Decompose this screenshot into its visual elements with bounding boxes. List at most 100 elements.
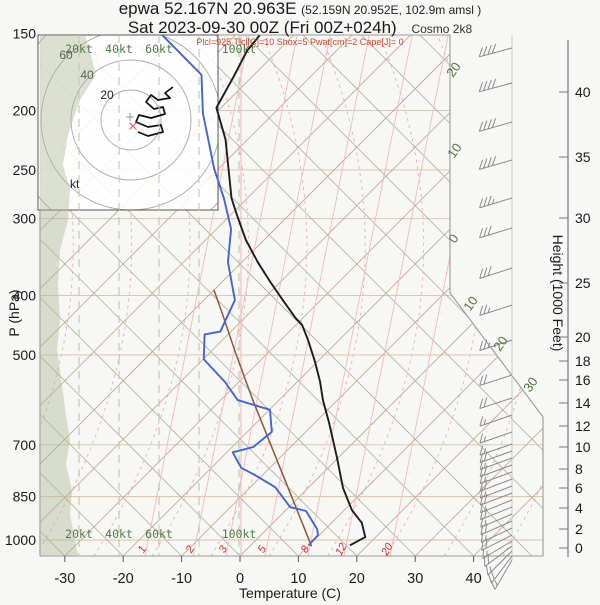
height-tick-label: 12	[575, 418, 591, 434]
wind-barb	[478, 118, 513, 132]
pressure-tick-label: 500	[13, 347, 37, 363]
height-tick-label: 2	[575, 521, 583, 537]
height-tick-label: 30	[575, 210, 591, 226]
wind-barb	[479, 471, 513, 485]
height-tick-label: 40	[575, 84, 591, 100]
moist-adiabat-line	[210, 35, 308, 556]
moist-adiabat-line	[40, 35, 133, 556]
wind-barb	[478, 78, 513, 93]
isotherm-line	[298, 35, 543, 556]
temperature-tick-label: -30	[54, 571, 75, 587]
station-detail: (52.159N 20.952E, 102.9m amsl )	[301, 3, 482, 17]
temperature-tick-label: 40	[466, 571, 482, 587]
dry-adiabat-line	[40, 35, 182, 556]
mixing-ratio-line	[343, 35, 449, 556]
height-tick-label: 14	[575, 395, 591, 411]
model-label: Cosmo 2k8	[411, 22, 473, 36]
isotherm-line	[40, 35, 411, 556]
pressure-tick-label: 400	[13, 287, 37, 303]
temperature-tick-label: -20	[113, 571, 134, 587]
kt-label: 40kt	[105, 527, 133, 541]
pressure-tick-label: 150	[13, 26, 37, 42]
pressure-tick-label: 200	[13, 102, 37, 118]
dry-adiabat-line	[185, 35, 543, 556]
wind-barb	[478, 156, 513, 170]
wind-barb	[479, 304, 513, 316]
pressure-tick-label: 850	[13, 489, 37, 505]
hodograph-inset: 204060kt	[37, 34, 219, 211]
plot-border	[39, 34, 544, 557]
title-block: epwa 52.167N 20.963E (52.159N 20.952E, 1…	[0, 0, 600, 47]
wind-barb	[479, 431, 513, 444]
pressure-tick-label: 1000	[5, 532, 36, 548]
height-tick-label: 25	[575, 275, 591, 291]
temperature-tick-label: 0	[236, 571, 244, 587]
kt-label: 60kt	[145, 42, 173, 56]
wind-barb	[479, 397, 513, 409]
hodograph-border	[37, 34, 219, 211]
hodograph-trace	[135, 86, 174, 137]
isotherm-line	[40, 35, 470, 556]
title-line-2: Sat 2023-09-30 00Z (Fri 00Z+024h) Cosmo …	[0, 19, 600, 38]
moist-adiabat-line	[327, 35, 425, 556]
parameters-line: Plcl=925 Tlcl[C]=10 Shox=5 Pwat[cm]=2 Ca…	[196, 37, 404, 47]
wind-barb	[484, 545, 513, 567]
wind-barb	[479, 450, 513, 464]
temperature-tick-label: 10	[290, 571, 306, 587]
hodograph-background	[38, 35, 218, 210]
kt-label: 100kt	[222, 42, 257, 56]
dry-adiabat-line	[40, 35, 416, 556]
wind-barb	[479, 464, 513, 478]
wind-speed-band	[40, 35, 96, 556]
moist-adiabat-line	[385, 35, 483, 556]
dry-adiabat-line	[361, 35, 543, 556]
title-line-1: epwa 52.167N 20.963E (52.159N 20.952E, 1…	[0, 0, 600, 19]
isotherm-line	[40, 35, 528, 556]
pressure-tick-label: 700	[13, 437, 37, 453]
height-tick-label: 35	[575, 149, 591, 165]
kt-label: 60kt	[145, 527, 173, 541]
temperature-tick-label: 20	[349, 571, 365, 587]
wind-barb	[479, 443, 513, 456]
height-tick-label: 20	[575, 329, 591, 345]
wind-barb	[479, 414, 513, 427]
dry-adiabat-line	[40, 35, 358, 556]
wind-barb	[490, 559, 513, 590]
temperature-axis-title: Temperature (C)	[239, 585, 341, 601]
isotherm-line	[414, 35, 543, 556]
temperature-line	[215, 34, 367, 547]
parcel-line	[213, 289, 313, 547]
kt-label: 20kt	[65, 42, 93, 56]
wind-barb	[480, 527, 513, 543]
wind-barb	[479, 457, 513, 471]
wind-barb	[479, 492, 513, 506]
pressure-tick-label: 250	[13, 162, 37, 178]
mixing-ratio-label: 12	[333, 541, 350, 558]
moist-adiabat-line	[93, 35, 191, 556]
wind-barb	[479, 478, 513, 492]
height-tick-label: 6	[575, 480, 583, 496]
hodograph-storm-marker	[129, 122, 137, 130]
wind-barb	[479, 339, 513, 351]
kt-label: 20kt	[65, 527, 93, 541]
isotherm-edge-label: 20	[443, 59, 464, 79]
wind-barb	[479, 225, 513, 239]
dry-adiabat-line	[40, 35, 299, 556]
wind-speed-overlay	[40, 35, 240, 556]
dry-adiabat-line	[40, 35, 241, 556]
mixing-ratio-line	[264, 35, 370, 556]
dewpoint-line	[161, 34, 320, 546]
mixing-ratio-line	[192, 35, 298, 556]
wind-barb	[479, 195, 513, 209]
hodograph-ring-label: 20	[100, 88, 114, 102]
wind-barb	[480, 506, 513, 521]
hodograph-unit-label: kt	[70, 177, 80, 191]
height-tick-label: 8	[575, 461, 583, 477]
height-tick-label: 0	[575, 540, 583, 556]
temperature-tick-label: 30	[407, 571, 423, 587]
wind-barb	[480, 513, 513, 528]
moist-adiabat-line	[268, 35, 366, 556]
kt-label: 40kt	[105, 42, 133, 56]
dry-adiabat-line	[302, 35, 543, 556]
